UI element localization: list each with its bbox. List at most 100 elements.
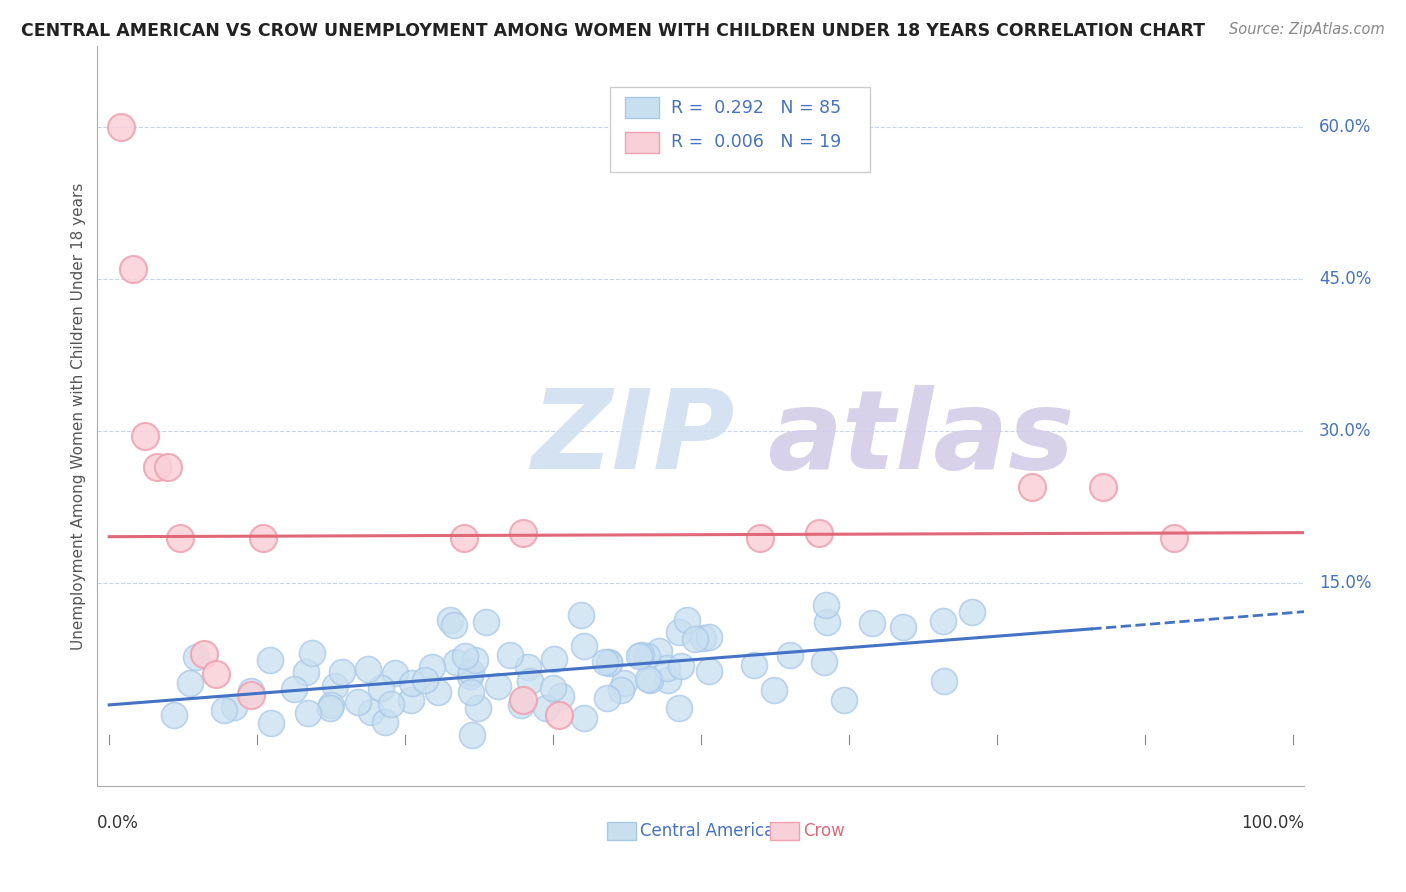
Point — [357, 662, 380, 676]
Point — [932, 614, 955, 628]
Point — [401, 676, 423, 690]
Point — [598, 656, 620, 670]
Point — [464, 653, 486, 667]
Point — [637, 672, 659, 686]
Point — [813, 655, 835, 669]
Point — [749, 531, 772, 545]
Point — [547, 708, 569, 723]
Point — [240, 684, 263, 698]
Point — [891, 619, 914, 633]
Text: 45.0%: 45.0% — [1319, 270, 1371, 288]
Text: Source: ZipAtlas.com: Source: ZipAtlas.com — [1229, 22, 1385, 37]
Point — [145, 459, 167, 474]
Point — [595, 655, 617, 669]
Text: CENTRAL AMERICAN VS CROW UNEMPLOYMENT AMONG WOMEN WITH CHILDREN UNDER 18 YEARS C: CENTRAL AMERICAN VS CROW UNEMPLOYMENT AM… — [21, 22, 1205, 40]
Point — [259, 653, 281, 667]
Text: 100.0%: 100.0% — [1241, 814, 1305, 832]
Point — [212, 703, 235, 717]
Point — [488, 679, 510, 693]
Point — [860, 615, 883, 630]
Point — [934, 674, 956, 689]
Point — [444, 655, 467, 669]
Point — [613, 676, 636, 690]
Point — [598, 656, 620, 670]
Point — [628, 649, 651, 664]
Point — [380, 697, 402, 711]
Point — [426, 685, 449, 699]
Point — [163, 708, 186, 723]
Point — [815, 615, 838, 629]
Point — [134, 429, 156, 443]
Point — [668, 701, 690, 715]
Point — [550, 689, 572, 703]
Point — [671, 659, 693, 673]
Point — [697, 664, 720, 678]
Point — [475, 615, 498, 629]
Point — [668, 624, 690, 639]
Point — [204, 667, 226, 681]
FancyBboxPatch shape — [610, 87, 870, 172]
Point — [252, 531, 274, 545]
Point — [330, 665, 353, 679]
Point — [1092, 480, 1115, 494]
Point — [499, 648, 522, 662]
Point — [259, 715, 281, 730]
Point — [370, 681, 392, 695]
Point — [240, 688, 263, 702]
Point — [1021, 480, 1043, 494]
Point — [519, 673, 541, 688]
Text: ZIP: ZIP — [531, 384, 735, 491]
Point — [655, 661, 678, 675]
Point — [692, 631, 714, 645]
Point — [121, 262, 143, 277]
Point — [569, 607, 592, 622]
Text: Crow: Crow — [803, 822, 845, 840]
Point — [676, 613, 699, 627]
Point — [297, 706, 319, 720]
Point — [157, 459, 180, 474]
Point — [184, 649, 207, 664]
Point — [742, 657, 765, 672]
Point — [460, 665, 482, 680]
Point — [595, 690, 617, 705]
Point — [384, 665, 406, 680]
Point — [399, 693, 422, 707]
Point — [458, 669, 481, 683]
Point — [510, 698, 533, 712]
Bar — [624, 97, 658, 118]
Bar — [769, 822, 799, 840]
Point — [319, 701, 342, 715]
Point — [657, 673, 679, 687]
Point — [283, 681, 305, 696]
Point — [193, 647, 215, 661]
Text: atlas: atlas — [768, 384, 1074, 491]
Point — [415, 673, 437, 688]
Point — [1163, 531, 1185, 545]
Point — [374, 715, 396, 730]
Point — [630, 648, 652, 662]
Point — [541, 681, 564, 696]
Point — [420, 660, 443, 674]
Point — [779, 648, 801, 663]
Text: Central Americans: Central Americans — [641, 822, 794, 840]
Text: R =  0.006   N = 19: R = 0.006 N = 19 — [671, 134, 841, 152]
Point — [762, 682, 785, 697]
Text: 60.0%: 60.0% — [1319, 119, 1371, 136]
Point — [301, 646, 323, 660]
Point — [610, 683, 633, 698]
Point — [683, 632, 706, 647]
Bar — [607, 822, 636, 840]
Text: R =  0.292   N = 85: R = 0.292 N = 85 — [671, 99, 841, 117]
Point — [454, 648, 477, 663]
Point — [467, 701, 489, 715]
Point — [347, 695, 370, 709]
Point — [360, 705, 382, 719]
Point — [512, 693, 534, 707]
Point — [461, 728, 484, 742]
Point — [960, 605, 983, 619]
Point — [443, 617, 465, 632]
Point — [636, 649, 658, 664]
Point — [834, 692, 856, 706]
Y-axis label: Unemployment Among Women with Children Under 18 years: Unemployment Among Women with Children U… — [72, 182, 86, 649]
Point — [638, 673, 661, 687]
